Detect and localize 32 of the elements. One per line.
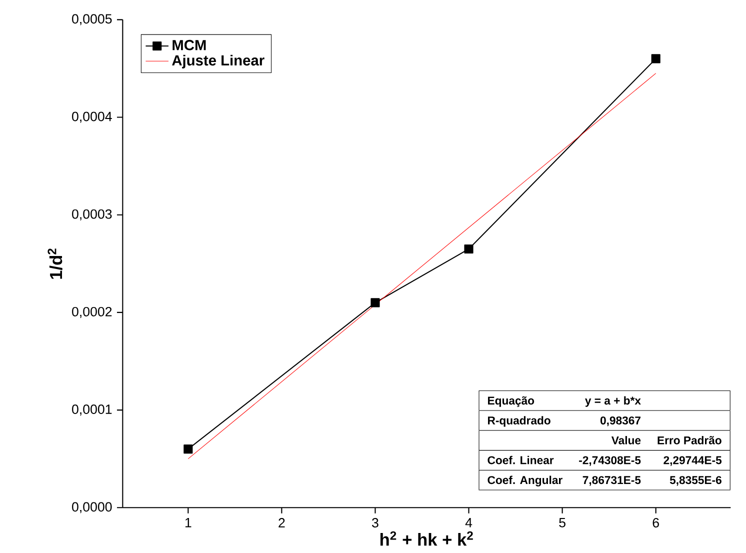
y-tick-label: 0,0000 [72,502,112,514]
y-tick-label: 0,0002 [72,306,112,318]
y-tick-label: 0,0004 [72,112,112,123]
x-axis-title: h$^{2}$ + hk + k$^{2}$ [380,531,473,546]
annotation: 0,98367 [600,416,640,426]
annotation: 2,29744E-5 [664,456,722,466]
y-tick-label: 0,0003 [72,209,112,220]
legend-label: MCM [172,40,206,50]
annotation: R-quadrado [488,416,550,427]
annotation: Erro Padrão [658,436,722,444]
annotation: -2,74308E-5 [579,456,641,466]
x-tick-label: 3 [372,518,378,528]
y-tick-label: 0,0001 [72,404,112,416]
annotation: Coef. Angular [488,476,562,486]
annotation: Coef. Linear [488,456,554,464]
point [184,444,193,454]
point [370,298,380,308]
y-tick-label: 0,0005 [72,14,112,26]
annotation: 5,8355E-6 [670,476,722,486]
x-tick-label: 2 [278,518,285,528]
x-tick-label: 1 [185,518,192,528]
annotation: y = a + b*x [585,396,641,407]
annotation: 7,86731E-5 [582,476,641,486]
annotation: Equação [488,396,534,407]
x-tick-label: 4 [465,518,472,528]
x-tick-label: 5 [559,518,566,528]
legend-label: Ajuste Linear [172,54,264,68]
y-axis-title: 1/d$^{2}$ [48,248,62,279]
x-tick-label: 6 [652,518,659,528]
annotation: Value [611,436,641,444]
point [464,244,474,254]
point [651,54,660,64]
